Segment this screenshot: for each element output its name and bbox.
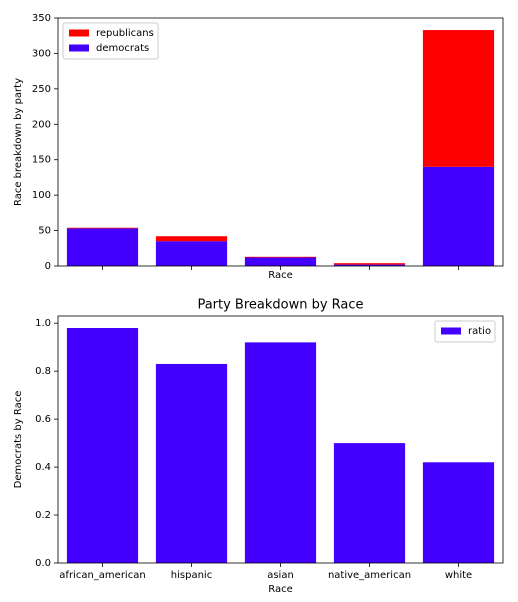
chart: 0 50 100 150 200 250 300 350 Race Race breakdown …: [13, 13, 504, 281]
y-tick-label: 350: [32, 13, 51, 24]
y-tick-label: 1.0: [35, 318, 51, 329]
x-tick-label: hispanic: [171, 570, 212, 581]
x-tick-label: asian: [267, 570, 294, 581]
y-tick-label: 250: [32, 84, 51, 95]
x-tick-label: african_american: [59, 570, 145, 581]
legend: republicans democrats: [62, 22, 159, 60]
y-tick-label: 0.4: [35, 462, 51, 473]
legend-swatch: [69, 44, 89, 52]
bar: [333, 443, 406, 563]
y-tick-label: 0.2: [35, 510, 51, 521]
bar: [66, 227, 139, 229]
chart: Party Breakdown by Race 0.0 0.2 0.4 0.6 0.8 1.…: [13, 298, 504, 595]
bar: [66, 228, 139, 266]
y-tick-label: 50: [38, 226, 51, 237]
legend-label: republicans: [96, 28, 154, 39]
x-tick-label: native_american: [328, 570, 411, 581]
bar: [333, 263, 406, 265]
bar: [155, 363, 228, 563]
x-tick-label: white: [445, 570, 472, 581]
y-tick-label: 0.8: [35, 366, 51, 377]
legend-frame: [434, 320, 496, 343]
y-tick-label: 150: [32, 155, 51, 166]
y-tick-label: 200: [32, 119, 51, 130]
legend-swatch: [69, 29, 89, 37]
y-tick-label: 100: [32, 190, 51, 201]
bar: [244, 257, 317, 266]
y-tick-label: 0: [45, 261, 51, 272]
y-tick-label: 0.0: [35, 558, 51, 569]
bar: [155, 241, 228, 266]
bar: [66, 327, 139, 563]
legend-swatch: [441, 327, 461, 335]
bar: [422, 462, 495, 563]
bar: [244, 256, 317, 258]
x-axis-label: Race: [268, 270, 293, 281]
bar: [422, 166, 495, 266]
legend-label: democrats: [96, 43, 149, 54]
bar: [333, 264, 406, 266]
x-axis-label: Race: [268, 584, 293, 595]
y-axis-label: Democrats by Race: [13, 391, 24, 489]
legend-label: ratio: [468, 326, 491, 337]
bar: [422, 30, 495, 167]
y-tick-label: 300: [32, 48, 51, 59]
y-tick-label: 0.6: [35, 414, 51, 425]
bar: [155, 236, 228, 242]
y-axis-label: Race breakdown by party: [13, 78, 24, 206]
chart-title: Party Breakdown by Race: [197, 298, 363, 313]
bar: [244, 342, 317, 563]
legend: ratio: [434, 320, 496, 343]
